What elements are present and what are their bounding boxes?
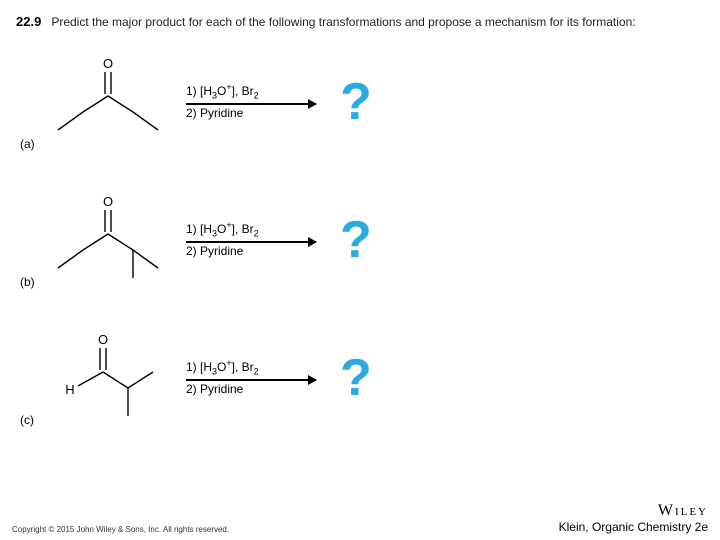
page-footer: Copyright © 2015 John Wiley & Sons, Inc.… — [0, 502, 720, 534]
molecule-c: O H — [48, 328, 178, 428]
product-placeholder: ? — [340, 348, 372, 408]
part-label-a: (a) — [20, 137, 48, 157]
copyright-text: Copyright © 2015 John Wiley & Sons, Inc.… — [12, 525, 229, 534]
arrow-icon — [186, 379, 316, 381]
reaction-arrow-b: 1) [H3O+], Br2 2) Pyridine — [186, 220, 326, 259]
problem-number: 22.9 — [16, 14, 41, 29]
product-placeholder: ? — [340, 210, 372, 270]
reagent-line-2: 2) Pyridine — [186, 244, 326, 260]
hydrogen-label: H — [65, 382, 74, 397]
problem-a: (a) O 1) [H3O+], Br2 2) Pyridine ? — [20, 47, 720, 157]
footer-right: Wiley Klein, Organic Chemistry 2e — [559, 502, 708, 534]
problems-list: (a) O 1) [H3O+], Br2 2) Pyridine ? (b) O — [0, 37, 720, 433]
oxygen-label: O — [103, 194, 113, 209]
problem-prompt: Predict the major product for each of th… — [51, 15, 635, 29]
molecule-a: O — [48, 52, 178, 152]
reagent-line-1: 1) [H3O+], Br2 — [186, 82, 326, 102]
wiley-logo: Wiley — [559, 502, 708, 520]
reagent-line-1: 1) [H3O+], Br2 — [186, 220, 326, 240]
part-label-c: (c) — [20, 413, 48, 433]
molecule-b: O — [48, 190, 178, 290]
part-label-b: (b) — [20, 275, 48, 295]
product-placeholder: ? — [340, 72, 372, 132]
reaction-arrow-a: 1) [H3O+], Br2 2) Pyridine — [186, 82, 326, 121]
problem-header: 22.9 Predict the major product for each … — [0, 0, 720, 37]
book-reference: Klein, Organic Chemistry 2e — [559, 520, 708, 534]
oxygen-label: O — [98, 332, 108, 347]
arrow-icon — [186, 103, 316, 105]
reagent-line-2: 2) Pyridine — [186, 382, 326, 398]
reagent-line-1: 1) [H3O+], Br2 — [186, 358, 326, 378]
problem-b: (b) O 1) [H3O+], Br2 2) Pyridine ? — [20, 185, 720, 295]
arrow-icon — [186, 241, 316, 243]
problem-c: (c) O H 1) [H3O+], Br2 2) Pyridine ? — [20, 323, 720, 433]
reagent-line-2: 2) Pyridine — [186, 106, 326, 122]
oxygen-label: O — [103, 56, 113, 71]
reaction-arrow-c: 1) [H3O+], Br2 2) Pyridine — [186, 358, 326, 397]
